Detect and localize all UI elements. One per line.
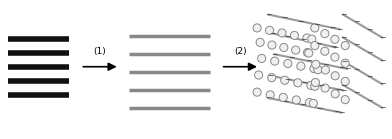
Text: −: − xyxy=(379,103,385,112)
Circle shape xyxy=(256,38,264,46)
Text: −: − xyxy=(265,94,272,102)
Circle shape xyxy=(341,77,349,85)
Circle shape xyxy=(279,93,287,101)
Text: −: − xyxy=(281,13,288,22)
Circle shape xyxy=(305,98,314,107)
Circle shape xyxy=(268,41,276,49)
Text: −: − xyxy=(333,107,339,116)
Text: −: − xyxy=(338,108,344,117)
Text: −: − xyxy=(316,104,322,113)
Text: −: − xyxy=(353,40,359,49)
Circle shape xyxy=(266,91,274,99)
Text: −: − xyxy=(284,75,290,84)
Text: −: − xyxy=(314,20,320,29)
Circle shape xyxy=(280,43,288,52)
Circle shape xyxy=(278,29,286,37)
Text: −: − xyxy=(340,86,346,95)
Text: −: − xyxy=(379,80,385,89)
Text: −: − xyxy=(300,36,306,44)
Circle shape xyxy=(341,59,349,67)
Text: −: − xyxy=(267,71,274,80)
Text: −: − xyxy=(330,42,337,51)
Circle shape xyxy=(341,42,349,50)
Circle shape xyxy=(292,96,300,104)
Circle shape xyxy=(268,74,276,82)
Text: (1): (1) xyxy=(94,47,106,56)
Text: −: − xyxy=(330,23,336,32)
Text: −: − xyxy=(340,33,346,42)
Circle shape xyxy=(331,35,339,43)
Text: −: − xyxy=(379,56,385,65)
Text: −: − xyxy=(366,96,372,105)
Text: −: − xyxy=(288,53,294,62)
Circle shape xyxy=(292,46,300,54)
Circle shape xyxy=(253,88,261,96)
Circle shape xyxy=(331,53,339,61)
Text: −: − xyxy=(305,56,311,65)
Circle shape xyxy=(253,24,261,32)
Text: −: − xyxy=(340,10,346,19)
Circle shape xyxy=(311,42,319,50)
Circle shape xyxy=(254,71,263,79)
Text: −: − xyxy=(341,81,347,90)
Text: −: − xyxy=(379,33,385,42)
Text: (2): (2) xyxy=(234,47,247,56)
Circle shape xyxy=(311,82,319,90)
Text: −: − xyxy=(353,18,359,26)
Text: −: − xyxy=(366,72,372,81)
Text: −: − xyxy=(301,78,307,87)
Text: −: − xyxy=(282,97,289,106)
Text: −: − xyxy=(332,43,338,52)
Circle shape xyxy=(303,34,311,42)
Circle shape xyxy=(265,26,274,34)
Circle shape xyxy=(321,84,329,92)
Text: −: − xyxy=(271,50,278,59)
Text: −: − xyxy=(339,63,345,72)
Text: −: − xyxy=(322,60,328,69)
Circle shape xyxy=(321,47,329,55)
Circle shape xyxy=(311,24,319,32)
Text: −: − xyxy=(285,32,291,41)
Text: −: − xyxy=(344,64,350,73)
Circle shape xyxy=(321,29,329,38)
Text: −: − xyxy=(336,25,342,34)
Circle shape xyxy=(331,72,339,80)
Circle shape xyxy=(310,64,318,73)
Circle shape xyxy=(341,95,349,104)
Text: −: − xyxy=(265,10,272,19)
Text: −: − xyxy=(269,29,276,38)
Circle shape xyxy=(297,62,305,70)
Text: −: − xyxy=(298,17,304,26)
Text: −: − xyxy=(341,57,347,66)
Circle shape xyxy=(303,49,312,57)
Circle shape xyxy=(281,76,289,84)
Circle shape xyxy=(270,57,279,65)
Circle shape xyxy=(305,49,313,57)
Text: −: − xyxy=(366,48,372,57)
Text: −: − xyxy=(318,81,324,90)
Circle shape xyxy=(311,78,319,87)
Circle shape xyxy=(314,66,322,74)
Circle shape xyxy=(331,90,339,98)
Circle shape xyxy=(312,60,320,68)
Circle shape xyxy=(308,35,316,43)
Text: −: − xyxy=(315,39,321,48)
Circle shape xyxy=(258,54,266,63)
Text: −: − xyxy=(354,65,360,74)
Text: −: − xyxy=(366,25,372,34)
Circle shape xyxy=(307,81,315,90)
Text: −: − xyxy=(299,100,305,109)
Circle shape xyxy=(290,31,299,39)
Text: −: − xyxy=(335,85,341,94)
Circle shape xyxy=(321,66,330,74)
Circle shape xyxy=(284,59,292,68)
Circle shape xyxy=(294,79,302,87)
Circle shape xyxy=(309,99,318,107)
Text: −: − xyxy=(353,88,359,97)
